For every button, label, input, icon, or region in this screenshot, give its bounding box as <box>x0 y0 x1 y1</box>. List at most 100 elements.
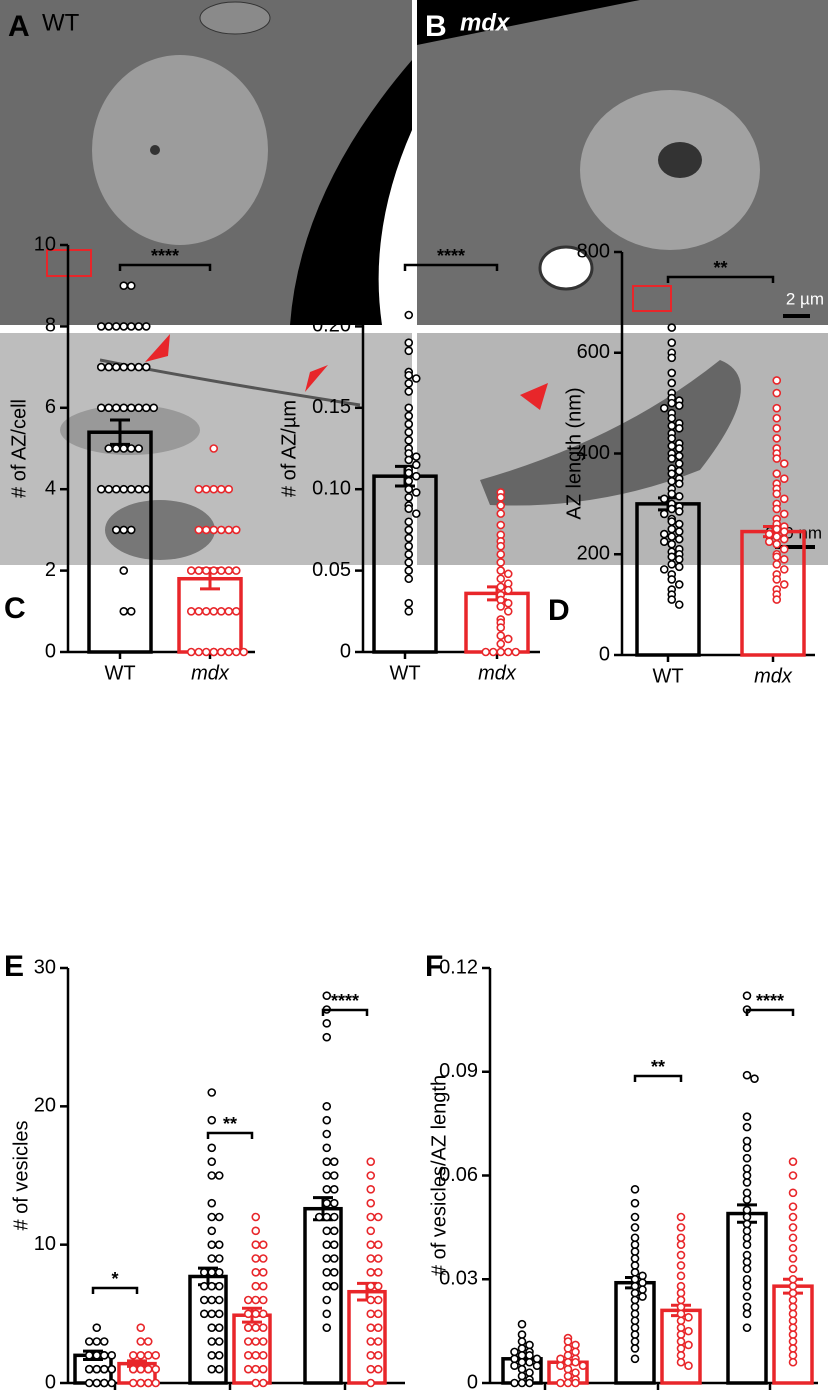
data-point <box>92 1323 102 1332</box>
data-point <box>674 466 684 476</box>
data-point <box>742 1323 752 1332</box>
data-point <box>207 1212 217 1222</box>
data-point <box>674 519 684 529</box>
data-point <box>322 1295 332 1305</box>
data-point <box>404 558 414 567</box>
data-point <box>322 1129 332 1139</box>
significance-bracket <box>403 263 499 271</box>
y-tick-label: 0.06 <box>439 1164 478 1186</box>
data-point <box>532 1361 542 1371</box>
data-point <box>772 424 782 433</box>
data-point <box>772 489 782 499</box>
data-point <box>525 1357 534 1367</box>
data-point <box>517 1378 527 1388</box>
data-point <box>556 1354 565 1364</box>
data-point <box>788 1330 798 1339</box>
data-point <box>517 1371 527 1381</box>
genotype-label: WT <box>42 9 80 36</box>
y-tick-label: 0 <box>45 1371 56 1393</box>
data-point <box>201 606 211 616</box>
data-point <box>674 554 684 564</box>
data-point <box>96 322 106 331</box>
data-point <box>194 525 204 535</box>
data-point <box>136 1378 146 1388</box>
data-point <box>742 1164 752 1173</box>
data-point <box>788 1316 798 1326</box>
data-point <box>207 1337 217 1346</box>
data-point <box>104 322 114 331</box>
significance-label: ** <box>223 1114 237 1134</box>
data-point <box>503 634 513 644</box>
data-point <box>772 575 782 584</box>
data-point <box>134 322 144 331</box>
data-point <box>630 1354 640 1364</box>
data-point <box>742 1136 752 1146</box>
data-point <box>404 525 414 535</box>
data-point <box>322 991 332 1000</box>
data-point <box>199 1268 209 1277</box>
data-point <box>659 537 669 546</box>
data-point <box>251 1337 261 1346</box>
significance-bracket <box>118 263 212 271</box>
data-point <box>779 554 789 564</box>
data-point <box>525 1378 534 1388</box>
data-point <box>329 1226 339 1236</box>
data-point <box>571 1378 580 1388</box>
data-point <box>667 575 677 584</box>
data-point <box>366 1198 376 1208</box>
data-point <box>251 1295 261 1305</box>
data-point <box>128 1378 138 1388</box>
data-point <box>214 1364 224 1374</box>
data-point <box>630 1247 640 1256</box>
y-axis-label: AZ length (nm) <box>563 387 585 519</box>
data-point <box>630 1198 640 1208</box>
data-point <box>772 595 782 604</box>
data-point <box>119 606 129 616</box>
data-point <box>126 484 136 494</box>
data-point <box>251 1364 261 1374</box>
data-point <box>214 1309 224 1319</box>
data-point <box>630 1185 640 1194</box>
data-point <box>788 1337 798 1346</box>
data-point <box>404 370 414 380</box>
data-point <box>788 1309 798 1319</box>
data-point <box>224 566 234 575</box>
data-point <box>126 322 136 331</box>
data-point <box>92 1364 102 1374</box>
data-point <box>258 1254 268 1263</box>
significance-label: **** <box>151 246 179 266</box>
data-point <box>779 459 789 468</box>
data-point <box>742 1274 752 1284</box>
data-point <box>488 647 498 657</box>
data-point <box>404 338 414 347</box>
data-point <box>496 550 506 559</box>
data-point <box>630 1344 640 1353</box>
data-point <box>772 560 782 569</box>
data-point <box>772 388 782 398</box>
data-point <box>571 1340 580 1350</box>
data-point <box>214 1323 224 1332</box>
data-point <box>404 517 414 527</box>
data-point <box>404 504 414 514</box>
y-axis-label: # of AZ/cell <box>8 399 30 498</box>
data-point <box>563 1357 573 1367</box>
panel-label: C <box>4 592 26 625</box>
data-point <box>243 1295 253 1305</box>
data-point <box>638 1271 647 1281</box>
y-tick-label: 0 <box>599 643 610 665</box>
data-point <box>411 509 421 518</box>
data-point <box>258 1309 268 1319</box>
data-point <box>788 1243 798 1253</box>
data-point <box>764 529 774 539</box>
data-point <box>258 1364 268 1374</box>
data-point <box>779 580 789 589</box>
data-point <box>659 403 669 413</box>
data-point <box>366 1268 376 1277</box>
data-point <box>404 379 414 388</box>
data-point <box>329 1268 339 1277</box>
data-point <box>742 1112 752 1122</box>
data-point <box>510 1378 519 1388</box>
data-point <box>258 1337 268 1346</box>
data-point <box>674 507 684 516</box>
data-point <box>207 1115 217 1125</box>
